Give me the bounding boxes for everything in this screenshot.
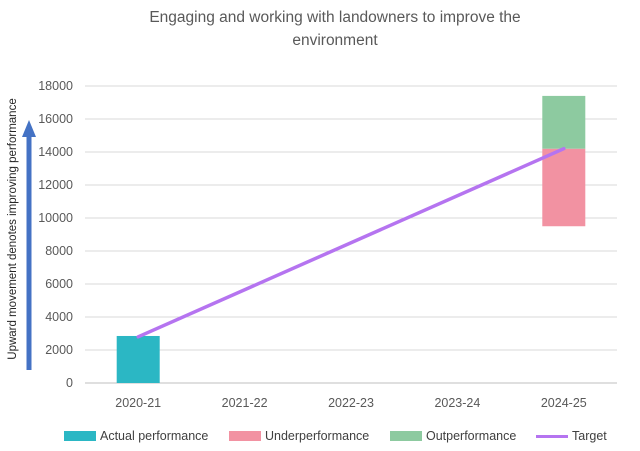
y-tick-label: 6000	[45, 277, 73, 291]
chart-title-line-1: Engaging and working with landowners to …	[149, 9, 521, 26]
legend-swatch-outperformance	[390, 431, 422, 441]
y-tick-label: 4000	[45, 310, 73, 324]
bar-outperformance	[542, 95, 586, 149]
legend-item-underperformance: Underperformance	[229, 428, 369, 444]
x-tick-label: 2020-21	[115, 396, 161, 410]
chart-title: Engaging and working with landowners to …	[80, 6, 590, 52]
legend-item-actual: Actual performance	[64, 428, 208, 444]
target-line	[136, 146, 566, 339]
x-tick-label: 2023-24	[434, 396, 480, 410]
chart-title-line-2: environment	[292, 32, 378, 49]
y-tick-label: 18000	[38, 79, 73, 93]
legend-label-outperformance: Outperformance	[426, 429, 517, 443]
y-tick-label: 12000	[38, 178, 73, 192]
legend-label-target: Target	[572, 429, 607, 443]
legend-swatch-underperformance	[229, 431, 261, 441]
y-tick-label: 10000	[38, 211, 73, 225]
legend-swatch-target	[536, 434, 568, 438]
y-tick-label: 8000	[45, 244, 73, 258]
x-tick-label: 2022-23	[328, 396, 374, 410]
y-tick-label: 14000	[38, 145, 73, 159]
y-tick-label: 16000	[38, 112, 73, 126]
bar-actual-performance	[116, 335, 160, 383]
legend-item-outperformance: Outperformance	[390, 428, 516, 444]
bar-underperformance	[542, 148, 586, 227]
y-tick-label: 2000	[45, 343, 73, 357]
chart-legend: Actual performance Underperformance Outp…	[0, 428, 640, 446]
x-tick-label: 2024-25	[541, 396, 587, 410]
legend-item-target: Target	[536, 428, 607, 444]
legend-label-actual: Actual performance	[100, 429, 209, 443]
x-tick-label: 2021-22	[222, 396, 268, 410]
legend-label-underperformance: Underperformance	[265, 429, 370, 443]
legend-swatch-actual	[64, 431, 96, 441]
y-tick-label: 0	[66, 376, 73, 390]
performance-arrow-head	[22, 120, 36, 137]
